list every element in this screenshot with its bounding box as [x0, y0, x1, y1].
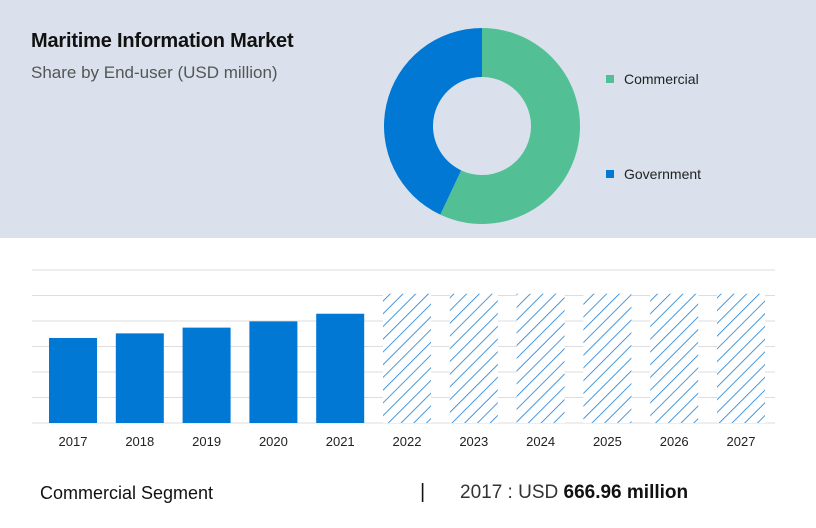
- legend-swatch-commercial: [606, 75, 614, 83]
- chart-subtitle: Share by End-user (USD million): [31, 63, 278, 82]
- x-tick-2019: 2019: [192, 434, 221, 449]
- donut-slice-commercial: [440, 28, 580, 224]
- x-tick-2025: 2025: [593, 434, 622, 449]
- footer-amount: 666.96 million: [563, 482, 689, 503]
- bar-2027: [717, 293, 765, 423]
- chart-title: Maritime Information Market: [31, 30, 294, 52]
- footer-segment: Commercial Segment: [40, 483, 214, 503]
- bar-2023: [449, 293, 498, 423]
- donut-chart: [383, 27, 580, 224]
- x-tick-2017: 2017: [59, 434, 88, 449]
- legend-swatch-government: [606, 170, 614, 178]
- legend-label-commercial: Commercial: [624, 71, 699, 87]
- x-tick-2026: 2026: [660, 434, 689, 449]
- legend-item-commercial: Commercial: [606, 71, 699, 87]
- bar-2020: [249, 321, 298, 423]
- bar-2026: [650, 293, 699, 423]
- bar-2021: [316, 313, 365, 423]
- x-tick-2027: 2027: [727, 434, 756, 449]
- footer-separator: |: [420, 481, 426, 503]
- bar-2018: [115, 333, 164, 423]
- x-tick-2021: 2021: [326, 434, 355, 449]
- bar-2022: [383, 293, 431, 423]
- x-tick-2023: 2023: [459, 434, 488, 449]
- bar-chart: 2017 2018 2019 2020 2021 2022 2023 2024 2025 2026…: [32, 269, 775, 449]
- bar-2019: [182, 327, 231, 423]
- x-tick-2024: 2024: [526, 434, 555, 449]
- footer-year-prefix: 2017 : USD: [460, 482, 559, 503]
- legend-item-government: Government: [606, 166, 701, 182]
- x-tick-2022: 2022: [393, 434, 422, 449]
- x-tick-2020: 2020: [259, 434, 288, 449]
- x-tick-2018: 2018: [125, 434, 154, 449]
- bar-2024: [516, 293, 565, 423]
- legend-label-government: Government: [624, 166, 702, 182]
- donut-slice-government: [383, 27, 482, 215]
- bar-2025: [583, 293, 632, 423]
- bar-2017: [49, 337, 97, 423]
- footer-value: 2017 : USD 666.96 million: [460, 482, 688, 504]
